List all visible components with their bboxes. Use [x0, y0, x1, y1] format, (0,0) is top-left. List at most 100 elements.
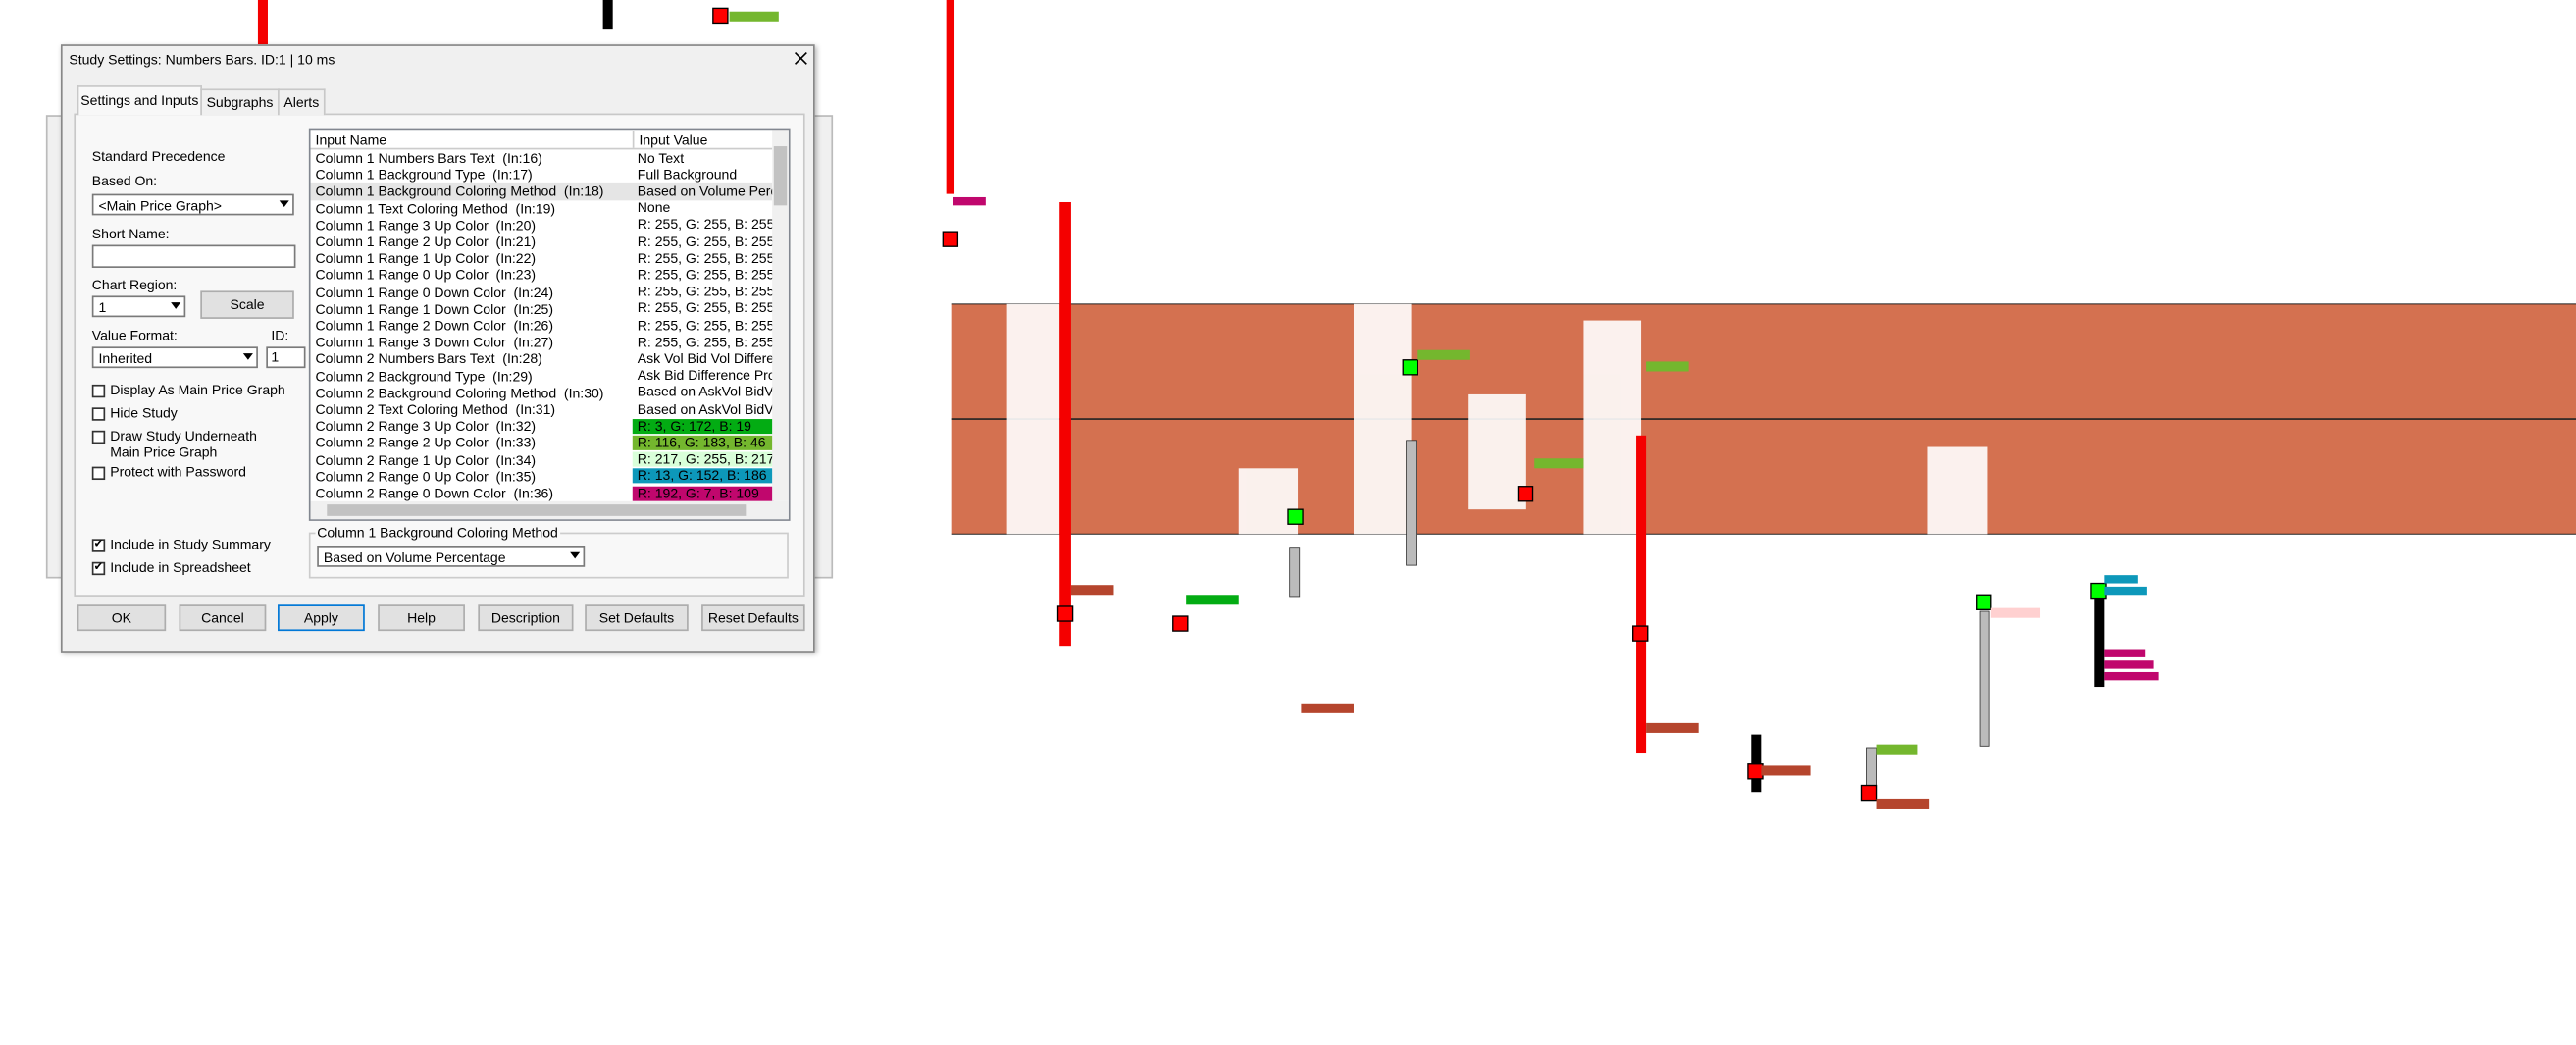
input-row[interactable]: Column 1 Range 2 Up Color (In:21) R: 255,… — [311, 233, 774, 250]
button[interactable]: Reset Defaults — [701, 604, 805, 632]
input-row[interactable]: Column 2 Range 2 Up Color (In:33) R: 116,… — [311, 434, 774, 451]
button[interactable]: Cancel — [179, 604, 267, 632]
input-value[interactable]: Based on AskVol BidV. — [637, 401, 774, 417]
coloring-method-select[interactable]: Based on Volume Percentage — [317, 546, 586, 567]
volume-ladders — [1006, 303, 1988, 535]
input-value[interactable]: Based on AskVol BidV. — [637, 385, 774, 400]
horizontal-scrollbar[interactable] — [310, 500, 789, 520]
input-row[interactable]: Column 1 Background Coloring Method (In:… — [310, 183, 774, 200]
input-row[interactable]: Column 1 Range 3 Up Color (In:20) R: 255,… — [311, 217, 774, 234]
column-header: Input Name — [315, 131, 387, 148]
input-row[interactable]: Column 1 Range 3 Down Color (In:27) R: 25… — [311, 334, 774, 350]
input-value[interactable]: None — [637, 200, 671, 216]
input-value[interactable]: R: 255, G: 255, B: 255 — [637, 301, 774, 317]
scale-button[interactable]: Scale — [200, 290, 294, 319]
input-row[interactable]: Column 2 Range 0 Up Color (In:35) R: 13, … — [311, 467, 774, 485]
input-value[interactable]: R: 192, G: 7, B: 109 — [632, 486, 774, 501]
input-value[interactable]: Ask Bid Difference Profi — [637, 368, 774, 384]
checkbox-label[interactable]: Protect with Password — [110, 463, 246, 481]
id-input[interactable]: 1 — [266, 346, 306, 369]
input-row[interactable]: Column 1 Background Type (In:17) Full Bac… — [311, 166, 773, 183]
input-value[interactable]: Ask Vol Bid Vol Differe.. — [637, 351, 774, 367]
id-label: ID: — [271, 327, 289, 344]
input-name: Column 1 Range 0 Down Color (In:24) — [315, 284, 554, 300]
input-value[interactable]: R: 255, G: 255, B: 255 — [637, 234, 774, 249]
input-row[interactable]: Column 2 Background Coloring Method (In:… — [311, 385, 774, 401]
input-row[interactable]: Column 2 Background Type (In:29) Ask Bid … — [311, 367, 774, 384]
checkbox-label[interactable]: Draw Study Underneath Main Price Graph — [110, 427, 257, 460]
button[interactable]: Set Defaults — [585, 604, 689, 632]
vertical-scrollbar[interactable] — [772, 130, 789, 501]
input-row[interactable]: Column 2 Text Coloring Method (In:31) Bas… — [311, 400, 774, 418]
tab[interactable]: Settings and Inputs — [77, 85, 202, 116]
input-row[interactable]: Column 1 Numbers Bars Text (In:16) No Tex… — [311, 149, 773, 166]
input-name: Column 2 Range 2 Up Color (In:33) — [315, 434, 537, 451]
input-value[interactable]: R: 255, G: 255, B: 255 — [637, 335, 774, 350]
precedence-label: Standard Precedence — [91, 147, 226, 165]
button[interactable]: Help — [378, 604, 465, 632]
input-value[interactable]: R: 3, G: 172, B: 19 — [632, 418, 774, 434]
input-value[interactable]: No Text — [637, 150, 685, 166]
column-header: Input Value — [632, 131, 707, 148]
button[interactable]: OK — [77, 604, 167, 632]
input-name: Column 2 Range 1 Up Color (In:34) — [315, 450, 537, 468]
input-row[interactable]: Column 1 Range 2 Down Color (In:26) R: 25… — [311, 317, 774, 334]
study-settings-dialog: Study Settings: Numbers Bars. ID:1 | 10 … — [60, 44, 815, 653]
close-button[interactable] — [794, 51, 808, 66]
input-value[interactable]: R: 13, G: 152, B: 186 — [632, 468, 774, 485]
short-name-input[interactable] — [91, 244, 296, 268]
input-row[interactable]: Column 2 Range 3 Up Color (In:32) R: 3, G… — [311, 418, 774, 435]
input-name: Column 2 Text Coloring Method (In:31) — [315, 400, 556, 418]
input-row[interactable]: Column 1 Range 0 Up Color (In:23) R: 255,… — [311, 267, 774, 284]
value-format-label: Value Format: — [91, 327, 178, 344]
input-value[interactable]: Full Background — [637, 167, 738, 183]
input-value[interactable]: R: 116, G: 183, B: 46 — [632, 435, 774, 450]
input-value[interactable]: Based on Volume Perc. — [637, 183, 774, 199]
checkbox-label[interactable]: Display As Main Price Graph — [110, 381, 285, 398]
input-name: Column 2 Range 0 Up Color (In:35) — [315, 467, 537, 485]
value-format-select[interactable]: Inherited — [91, 346, 258, 369]
input-value[interactable]: R: 255, G: 255, B: 255 — [637, 285, 774, 300]
checkbox-label[interactable]: Include in Study Summary — [110, 535, 271, 552]
input-name: Column 1 Background Type (In:17) — [315, 166, 533, 183]
button[interactable]: Description — [478, 604, 574, 632]
checkbox-label[interactable]: Include in Spreadsheet — [110, 558, 251, 576]
tab[interactable]: Subgraphs — [200, 88, 280, 116]
chart-region-select[interactable]: 1 — [91, 295, 186, 318]
input-row[interactable]: Column 2 Range 0 Down Color (In:36) R: 19… — [311, 485, 774, 501]
profile-bars — [729, 11, 2159, 809]
checkbox[interactable] — [91, 466, 106, 481]
tab[interactable]: Alerts — [278, 88, 326, 116]
input-value[interactable]: R: 255, G: 255, B: 255 — [637, 250, 774, 266]
checkbox[interactable] — [91, 430, 106, 444]
input-row[interactable]: Column 2 Range 1 Up Color (In:34) R: 217,… — [311, 450, 774, 468]
input-name: Column 1 Range 1 Down Color (In:25) — [315, 300, 554, 317]
checkbox[interactable] — [91, 407, 106, 421]
checkbox[interactable] — [91, 384, 106, 398]
input-value[interactable]: R: 255, G: 255, B: 255 — [637, 267, 774, 284]
input-row[interactable]: Column 1 Text Coloring Method (In:19) Non… — [311, 200, 773, 217]
checkbox[interactable]: ✔ — [91, 561, 106, 576]
checkbox-label[interactable]: Hide Study — [110, 403, 178, 421]
based-on-select[interactable]: <Main Price Graph> — [91, 193, 294, 216]
input-row[interactable]: Column 1 Range 1 Up Color (In:22) R: 255,… — [311, 250, 774, 267]
coloring-group-label: Column 1 Background Coloring Method — [315, 524, 560, 541]
checkbox[interactable]: ✔ — [91, 539, 106, 552]
input-name: Column 2 Range 0 Down Color (In:36) — [315, 485, 554, 501]
input-name: Column 1 Range 2 Down Color (In:26) — [315, 317, 554, 334]
input-row[interactable]: Column 1 Range 0 Down Color (In:24) R: 25… — [311, 284, 774, 300]
input-name: Column 1 Range 2 Up Color (In:21) — [315, 233, 537, 250]
input-row[interactable]: Column 2 Numbers Bars Text (In:28) Ask Vo… — [311, 350, 774, 368]
input-value[interactable]: R: 255, G: 255, B: 255 — [637, 217, 774, 233]
button[interactable]: Apply — [278, 604, 365, 632]
input-name: Column 2 Numbers Bars Text (In:28) — [315, 350, 542, 368]
input-row[interactable]: Column 1 Range 1 Down Color (In:25) R: 25… — [311, 300, 774, 317]
input-value[interactable]: R: 255, G: 255, B: 255 — [637, 318, 774, 334]
price-bars — [257, 0, 1647, 754]
input-value[interactable]: R: 217, G: 255, B: 217 — [632, 451, 774, 467]
based-on-label: Based On: — [91, 172, 158, 189]
inputs-grid: Input Name Input Value Column 1 Numbers … — [308, 128, 791, 521]
